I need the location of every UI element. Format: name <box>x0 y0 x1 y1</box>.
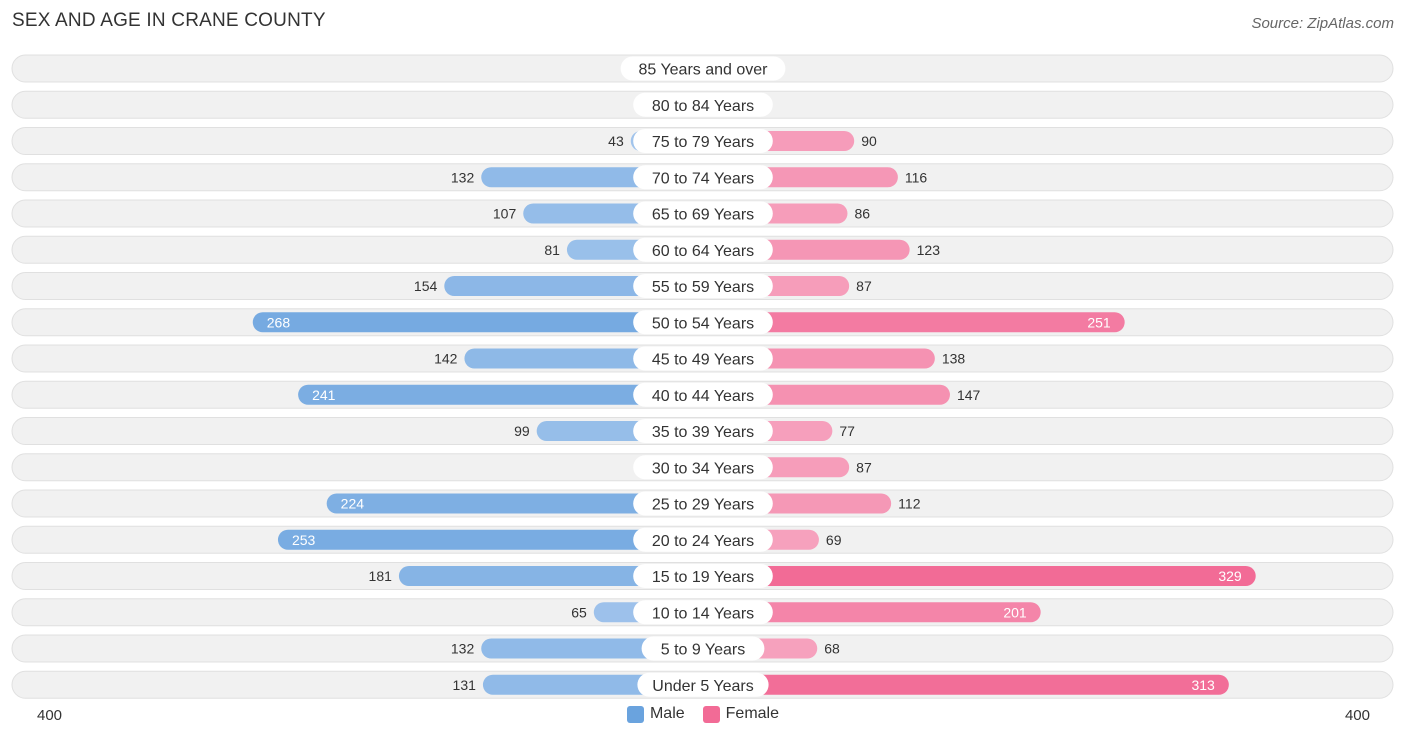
female-value-label: 251 <box>1087 314 1111 330</box>
category-pill <box>633 491 773 516</box>
female-bar <box>703 566 1256 586</box>
female-bar <box>703 674 1229 695</box>
category-label: 15 to 19 Years <box>652 569 754 586</box>
female-value-label: 68 <box>824 641 840 657</box>
male-value-label: 154 <box>414 278 438 294</box>
category-pill <box>641 636 765 661</box>
category-pill <box>633 382 773 407</box>
category-label: 20 to 24 Years <box>652 533 754 550</box>
female-value-label: 138 <box>942 351 966 367</box>
male-bar <box>398 566 703 586</box>
male-value-label: 99 <box>514 423 530 439</box>
category-label: 80 to 84 Years <box>652 98 754 115</box>
male-value-label: 43 <box>608 133 624 149</box>
female-value-label: 313 <box>1191 677 1215 693</box>
male-bar <box>298 384 703 405</box>
male-value-label: 65 <box>571 604 587 620</box>
female-value-label: 201 <box>1003 604 1027 620</box>
category-pill <box>633 564 773 588</box>
female-value-label: 69 <box>826 532 842 548</box>
male-bar <box>326 493 703 514</box>
category-label: 30 to 34 Years <box>652 460 754 477</box>
legend-item-male[interactable]: Male <box>626 705 685 723</box>
category-label: 60 to 64 Years <box>652 243 754 260</box>
category-label: 65 to 69 Years <box>652 207 754 224</box>
legend-swatch-male <box>626 705 644 723</box>
category-label: 70 to 74 Years <box>652 170 754 187</box>
category-label: 25 to 29 Years <box>652 497 754 514</box>
female-value-label: 147 <box>957 387 981 403</box>
female-value-label: 86 <box>854 206 870 222</box>
category-pill <box>633 527 773 552</box>
female-value-label: 90 <box>861 133 877 149</box>
female-bar <box>703 312 1125 333</box>
male-value-label: 132 <box>451 169 475 185</box>
legend-label-male: Male <box>649 705 685 722</box>
legend-item-female[interactable]: Female <box>702 705 780 723</box>
category-pill <box>633 600 773 625</box>
male-value-label: 181 <box>369 568 393 584</box>
female-value-label: 116 <box>905 169 928 185</box>
category-pill <box>620 56 786 81</box>
male-value-label: 132 <box>451 641 475 657</box>
category-label: 45 to 49 Years <box>652 352 754 369</box>
category-pill <box>633 129 773 153</box>
legend-label-female: Female <box>725 705 780 722</box>
legend-swatch-female <box>702 705 720 723</box>
male-value-label: 253 <box>292 532 316 548</box>
category-pill <box>633 165 773 190</box>
male-value-label: 241 <box>312 387 336 403</box>
category-label: 55 to 59 Years <box>652 279 754 296</box>
female-value-label: 112 <box>898 496 921 512</box>
chart-source: Source: ZipAtlas.com <box>1251 15 1394 32</box>
category-label: 75 to 79 Years <box>652 134 754 151</box>
category-pill <box>633 455 773 480</box>
male-value-label: 268 <box>267 314 291 330</box>
chart-title: SEX AND AGE IN CRANE COUNTY <box>12 10 326 31</box>
category-pill <box>633 92 773 117</box>
category-label: 5 to 9 Years <box>661 642 746 659</box>
female-value-label: 87 <box>856 278 872 294</box>
male-bar <box>252 312 703 333</box>
male-value-label: 107 <box>493 206 517 222</box>
chart-legend: Male Female <box>0 705 1406 723</box>
male-bar <box>277 529 703 550</box>
category-pill <box>633 237 773 262</box>
category-pill <box>633 274 773 298</box>
category-pill <box>633 346 773 371</box>
female-bar <box>703 602 1041 623</box>
male-value-label: 224 <box>341 496 365 512</box>
female-value-label: 87 <box>856 459 872 475</box>
category-pill <box>633 201 773 226</box>
category-label: 35 to 39 Years <box>652 424 754 441</box>
category-label: 10 to 14 Years <box>652 605 754 622</box>
category-pill <box>633 310 773 335</box>
male-value-label: 142 <box>434 351 458 367</box>
male-value-label: 81 <box>544 242 560 258</box>
axis-label-right: 400 <box>1344 707 1370 724</box>
category-pill <box>637 672 769 697</box>
female-value-label: 77 <box>839 423 855 439</box>
category-label: 40 to 44 Years <box>652 388 754 405</box>
female-value-label: 329 <box>1218 568 1242 584</box>
axis-label-left: 400 <box>37 707 63 724</box>
male-value-label: 131 <box>453 677 477 693</box>
category-pill <box>633 419 773 443</box>
female-value-label: 123 <box>917 242 941 258</box>
category-label: Under 5 Years <box>652 678 753 695</box>
category-label: 50 to 54 Years <box>652 315 754 332</box>
category-label: 85 Years and over <box>639 62 769 79</box>
